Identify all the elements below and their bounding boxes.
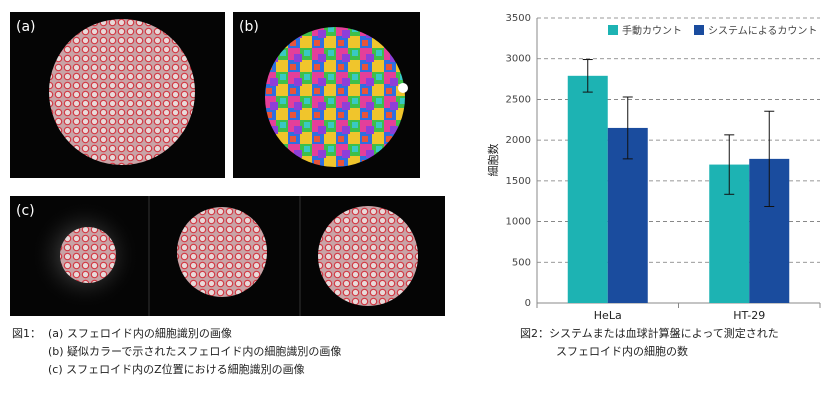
caption: (b) 疑似カラーで示されたスフェロイド内の細胞識別の画像 (48, 344, 341, 358)
legend-swatch (694, 25, 704, 35)
bar (567, 75, 608, 303)
panel-label: (c) (16, 203, 35, 219)
error-bar (724, 134, 735, 195)
caption: 図2：システムまたは血球計算盤によって測定された (520, 326, 779, 340)
y-axis-label: 細胞数 (487, 144, 500, 177)
y-tick-label: 3500 (506, 13, 531, 24)
image-b (233, 12, 420, 178)
legend-label: システムによるカウント (708, 25, 817, 37)
legend-swatch (608, 25, 618, 35)
panel-label: (a) (16, 19, 36, 35)
panel-label: (b) (239, 19, 259, 35)
legend-label: 手動カウント (622, 24, 682, 37)
x-tick-label: HeLa (594, 309, 622, 322)
image-c (10, 196, 445, 316)
y-tick-label: 1000 (506, 217, 531, 228)
caption: スフェロイド内の細胞の数 (556, 344, 688, 358)
y-tick-label: 500 (512, 257, 531, 268)
y-tick-label: 0 (525, 298, 531, 309)
error-bar (582, 59, 593, 93)
caption: (a) スフェロイド内の細胞識別の画像 (48, 326, 232, 340)
y-tick-label: 1500 (506, 176, 531, 187)
error-bar (764, 110, 775, 208)
caption: (c) スフェロイド内のZ位置における細胞識別の画像 (48, 362, 305, 376)
image-a (10, 12, 225, 178)
x-tick-label: HT-29 (733, 309, 765, 322)
error-bar (622, 96, 633, 160)
y-tick-label: 2000 (506, 135, 531, 146)
y-tick-label: 2500 (506, 94, 531, 105)
y-tick-label: 3000 (506, 54, 531, 65)
caption: 図1： (12, 327, 41, 340)
